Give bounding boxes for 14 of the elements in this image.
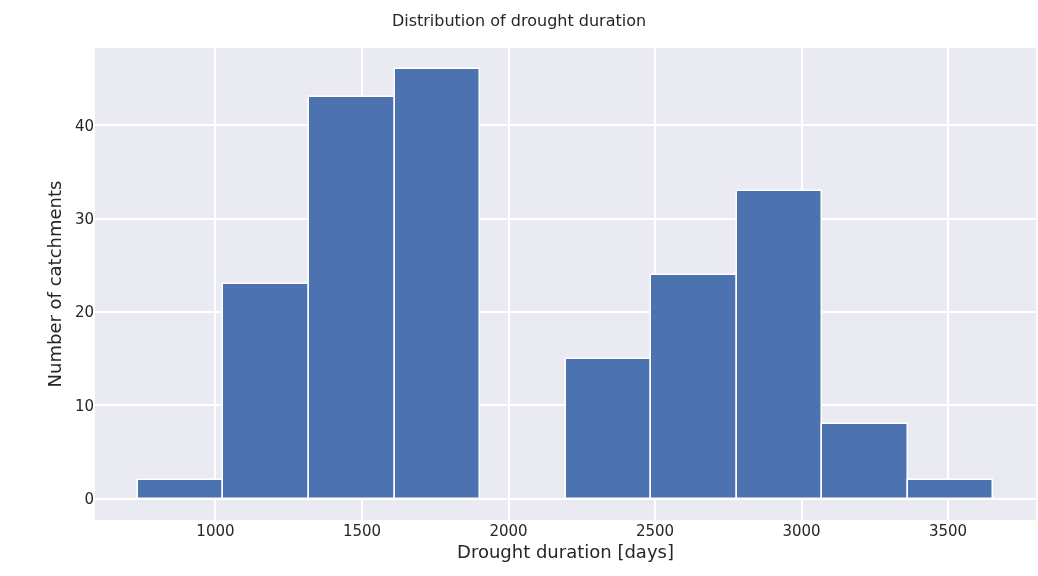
y-tick-label: 0 <box>84 489 94 508</box>
y-tick-label: 30 <box>74 209 94 228</box>
x-tick-label: 3000 <box>782 522 821 540</box>
x-tick-label: 2000 <box>489 522 528 540</box>
chart-title: Distribution of drought duration <box>391 10 647 30</box>
y-tick-label: 20 <box>74 303 94 322</box>
x-tick-label: 2500 <box>635 522 675 540</box>
y-tick-label: 40 <box>74 116 94 135</box>
y-tick-label: 10 <box>74 396 94 415</box>
x-axis-title: Drought duration [days] <box>457 541 674 563</box>
x-tick-label: 1500 <box>342 522 382 540</box>
x-tick-label: 3500 <box>928 522 968 540</box>
x-tick-label: 1000 <box>196 522 235 540</box>
y-axis-title: Number of catchments <box>44 180 66 388</box>
